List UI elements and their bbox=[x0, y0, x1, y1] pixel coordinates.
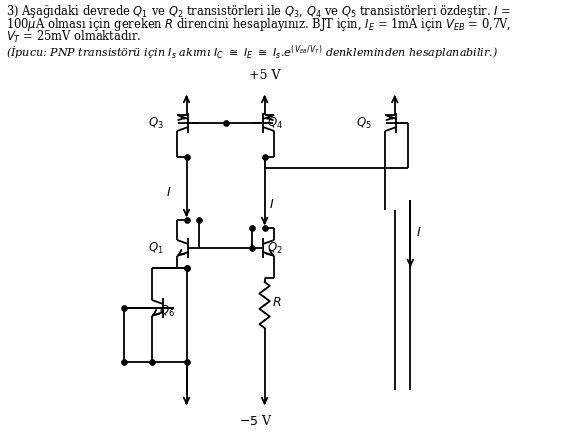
Text: $-5$ V: $-5$ V bbox=[239, 414, 272, 428]
Text: $Q_5$: $Q_5$ bbox=[356, 115, 372, 131]
Text: $Q_6$: $Q_6$ bbox=[159, 303, 175, 319]
Text: $V_T$ = 25mV olmaktadır.: $V_T$ = 25mV olmaktadır. bbox=[6, 29, 142, 45]
Text: $I$: $I$ bbox=[166, 187, 171, 200]
Text: $Q_4$: $Q_4$ bbox=[267, 115, 283, 131]
Text: $R$: $R$ bbox=[272, 296, 282, 309]
Text: +5 V: +5 V bbox=[249, 69, 280, 82]
Text: $I$: $I$ bbox=[269, 198, 274, 212]
Text: $Q_1$: $Q_1$ bbox=[148, 240, 164, 256]
Text: $Q_2$: $Q_2$ bbox=[267, 240, 283, 256]
Text: 100$\mu$A olması için gereken $R$ direncini hesaplayınız. BJT için, $I_E$ = 1mA : 100$\mu$A olması için gereken $R$ direnc… bbox=[6, 16, 512, 33]
Text: 3) Aşağıdaki devrede $Q_1$ ve $Q_2$ transistörleri ile $Q_3$, $Q_4$ ve $Q_5$ tra: 3) Aşağıdaki devrede $Q_1$ ve $Q_2$ tran… bbox=[6, 3, 511, 20]
Text: (İpucu: PNP transistörü için $I_s$ akımı $I_C$ $\cong$ $I_E$ $\cong$ $I_s$.$e^{(: (İpucu: PNP transistörü için $I_s$ akımı… bbox=[6, 44, 498, 62]
Text: $Q_3$: $Q_3$ bbox=[148, 115, 164, 131]
Text: $I$: $I$ bbox=[415, 225, 421, 239]
